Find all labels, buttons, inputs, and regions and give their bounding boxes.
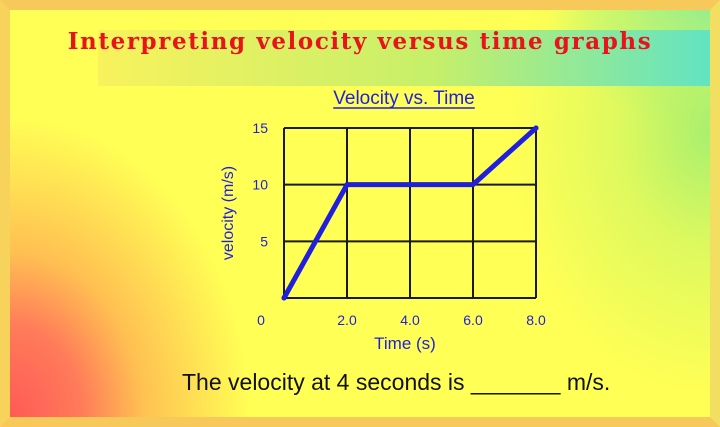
y-tick-label: 15: [252, 120, 268, 136]
data-point: [344, 182, 350, 188]
x-tick-label: 8.0: [526, 312, 546, 328]
x-axis-label: Time (s): [374, 334, 436, 353]
origin-tick-label: 0: [257, 312, 265, 328]
grid: [283, 127, 537, 299]
data-point: [281, 295, 287, 301]
y-tick-label: 5: [260, 233, 268, 249]
title-band: [98, 30, 710, 86]
chart-title: Velocity vs. Time: [333, 88, 475, 109]
y-tick-label: 10: [252, 177, 268, 193]
question-caption: The velocity at 4 seconds is _______ m/s…: [182, 369, 611, 395]
x-tick-label: 4.0: [400, 312, 420, 328]
series-line: [281, 125, 539, 301]
series-layer: [281, 125, 539, 301]
x-tick-label: 2.0: [337, 312, 357, 328]
x-tick-label: 6.0: [463, 312, 483, 328]
slide-title: Interpreting velocity versus time graphs: [67, 28, 653, 55]
y-axis-label: velocity (m/s): [220, 166, 237, 260]
data-point: [470, 182, 476, 188]
data-point: [533, 125, 539, 131]
tick-labels: 2.0 4.0 6.0 8.0 5 10 15 0: [252, 120, 546, 328]
